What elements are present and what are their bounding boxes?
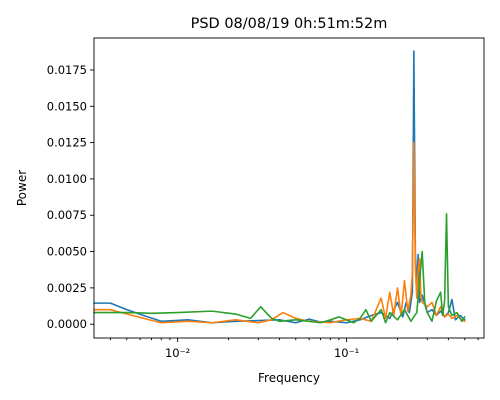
y-axis-label: Power: [15, 170, 29, 206]
axes-frame: [93, 37, 485, 339]
x-tick-label: 10⁻²: [165, 346, 190, 360]
y-tick-label: 0.0025: [47, 281, 87, 295]
y-tick-label: 0.0150: [47, 99, 87, 113]
y-tick-label: 0.0100: [47, 172, 87, 186]
y-tick-label: 0.0175: [47, 63, 87, 77]
y-tick-label: 0.0075: [47, 208, 87, 222]
series-line-3: [93, 212, 466, 324]
y-tick-label: 0.0050: [47, 245, 87, 259]
plot-area: [93, 50, 466, 324]
axis-ticks: 0.0000 0.0025 0.0050 0.0075 0.0100 0.0125 0.01…: [47, 63, 479, 360]
chart-title: PSD 08/08/19 0h:51m:52m: [191, 16, 388, 32]
x-tick-label: 10⁻¹: [334, 346, 359, 360]
series-line-2: [93, 141, 466, 324]
y-tick-label: 0.0000: [47, 317, 87, 331]
y-tick-label: 0.0125: [47, 136, 87, 150]
x-axis-label: Frequency: [258, 371, 320, 385]
